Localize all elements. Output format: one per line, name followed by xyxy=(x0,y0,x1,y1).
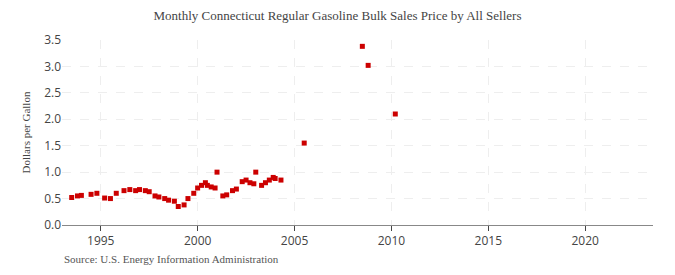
svg-text:Monthly Connecticut Regular Ga: Monthly Connecticut Regular Gasoline Bul… xyxy=(154,8,522,23)
svg-text:2.0: 2.0 xyxy=(44,110,61,127)
svg-text:2010: 2010 xyxy=(378,232,406,249)
svg-text:2015: 2015 xyxy=(475,232,503,249)
svg-text:3.0: 3.0 xyxy=(44,58,61,75)
svg-text:0.0: 0.0 xyxy=(44,216,61,233)
svg-text:1.0: 1.0 xyxy=(44,163,61,180)
svg-text:Source: U.S. Energy Informatio: Source: U.S. Energy Information Administ… xyxy=(64,253,279,265)
svg-text:2.5: 2.5 xyxy=(44,84,61,101)
svg-text:2005: 2005 xyxy=(281,232,309,249)
svg-text:2020: 2020 xyxy=(571,232,599,249)
svg-text:2000: 2000 xyxy=(184,232,212,249)
svg-text:Dollars per Gallon: Dollars per Gallon xyxy=(20,91,32,173)
svg-text:3.5: 3.5 xyxy=(44,31,61,48)
svg-text:0.5: 0.5 xyxy=(44,190,61,207)
svg-text:1.5: 1.5 xyxy=(44,137,61,154)
svg-text:1995: 1995 xyxy=(87,232,115,249)
